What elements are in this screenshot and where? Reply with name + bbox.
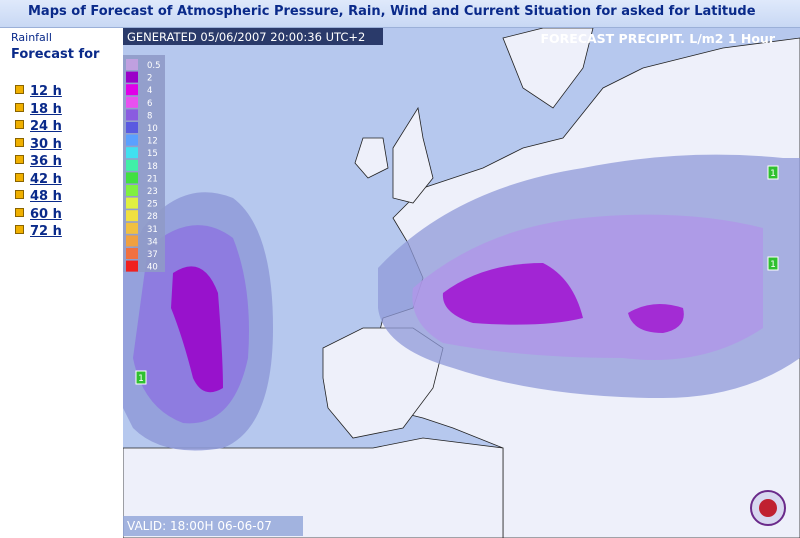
legend-label: 21 [147,174,158,184]
legend-label: 34 [147,237,158,247]
link-item: 42 h [15,172,122,190]
link-item: 24 h [15,119,122,137]
legend-label: 12 [147,137,158,147]
link-item: 72 h [15,224,122,242]
forecast-link[interactable]: 48 h [30,189,62,204]
forecast-link[interactable]: 30 h [30,136,62,152]
legend-swatch [126,210,138,222]
sidebar-heading: Forecast for [11,47,100,62]
forecast-map: 0.5 2 4 6 8 10 12 15 18 21 23 25 28 31 34 37 40 GENERATE… [123,28,800,538]
link-item: 36 h [15,154,122,172]
forecast-link[interactable]: 12 h [30,84,62,99]
marker-label: 1 [770,260,776,270]
section-label: Rainfall [11,31,52,44]
legend-label: 28 [147,212,158,222]
legend-swatch [126,122,138,133]
precip-areas [123,154,800,451]
generated-box [123,28,383,45]
legend-label: 37 [147,250,158,260]
legend-label: 6 [147,99,152,109]
forecast-link[interactable]: 42 h [30,171,62,187]
link-item: 60 h [15,207,122,225]
header-bar: Maps of Forecast of Atmospheric Pressure… [0,0,800,28]
marker-box [135,370,147,385]
legend-label: 40 [147,263,158,273]
legend-swatch [126,222,138,234]
forecast-link[interactable]: 72 h [30,224,62,239]
legend-swatch [126,109,138,121]
legend-label: 2 [147,74,152,84]
forecast-links: 12 h 18 h 24 h 30 h 36 h 42 h 48 h 60 h 72 h [0,84,122,242]
marker-label: 1 [770,169,776,179]
legend-swatch [126,147,138,159]
legend-swatch [126,172,138,184]
link-item: 12 h [15,84,122,102]
valid-box [123,516,303,536]
legend-swatch [126,84,138,96]
link-item: 30 h [15,137,122,155]
marker-box [767,165,779,180]
legend-swatch [126,59,138,70]
legend-label: 0.5 [147,61,161,71]
legend-label: 25 [147,200,158,210]
link-item: 18 h [15,102,122,120]
legend-label: 31 [147,225,158,235]
marker-box [767,256,779,271]
generated-text: GENERATED 05/06/2007 20:00:36 UTC+2 [127,30,365,44]
legend-swatch [126,71,138,83]
legend-swatch [126,134,138,146]
forecast-link[interactable]: 18 h [30,101,62,117]
legend-label: 8 [147,111,152,121]
legend: 0.5 2 4 6 8 10 12 15 18 21 23 25 28 31 34 37 40 [126,59,161,273]
legend-label: 10 [147,124,158,134]
link-item: 48 h [15,189,122,207]
forecast-link[interactable]: 24 h [30,119,62,134]
forecast-link[interactable]: 60 h [30,206,62,222]
markers: 1 1 1 [135,165,779,385]
marker-label: 1 [138,374,144,384]
legend-label: 18 [147,162,158,172]
logo [750,490,786,526]
legend-swatch [126,96,138,108]
legend-swatch [126,260,138,272]
legend-label: 4 [147,86,152,96]
valid-text: VALID: 18:00H 06-06-07 [127,519,272,533]
page-title: Maps of Forecast of Atmospheric Pressure… [28,4,756,19]
forecast-link[interactable]: 36 h [30,154,62,169]
map-title: FORECAST PRECIPIT. L/m2 1 Hour [540,31,775,46]
legend-swatch [126,235,138,247]
legend-swatch [126,159,138,171]
legend-label: 23 [147,187,158,197]
legend-swatch [126,197,138,209]
legend-label: 15 [147,149,158,159]
sidebar: Rainfall Forecast for 12 h 18 h 24 h 30 h 36… [0,28,122,538]
legend-swatch [126,248,138,259]
legend-swatch [126,185,138,196]
